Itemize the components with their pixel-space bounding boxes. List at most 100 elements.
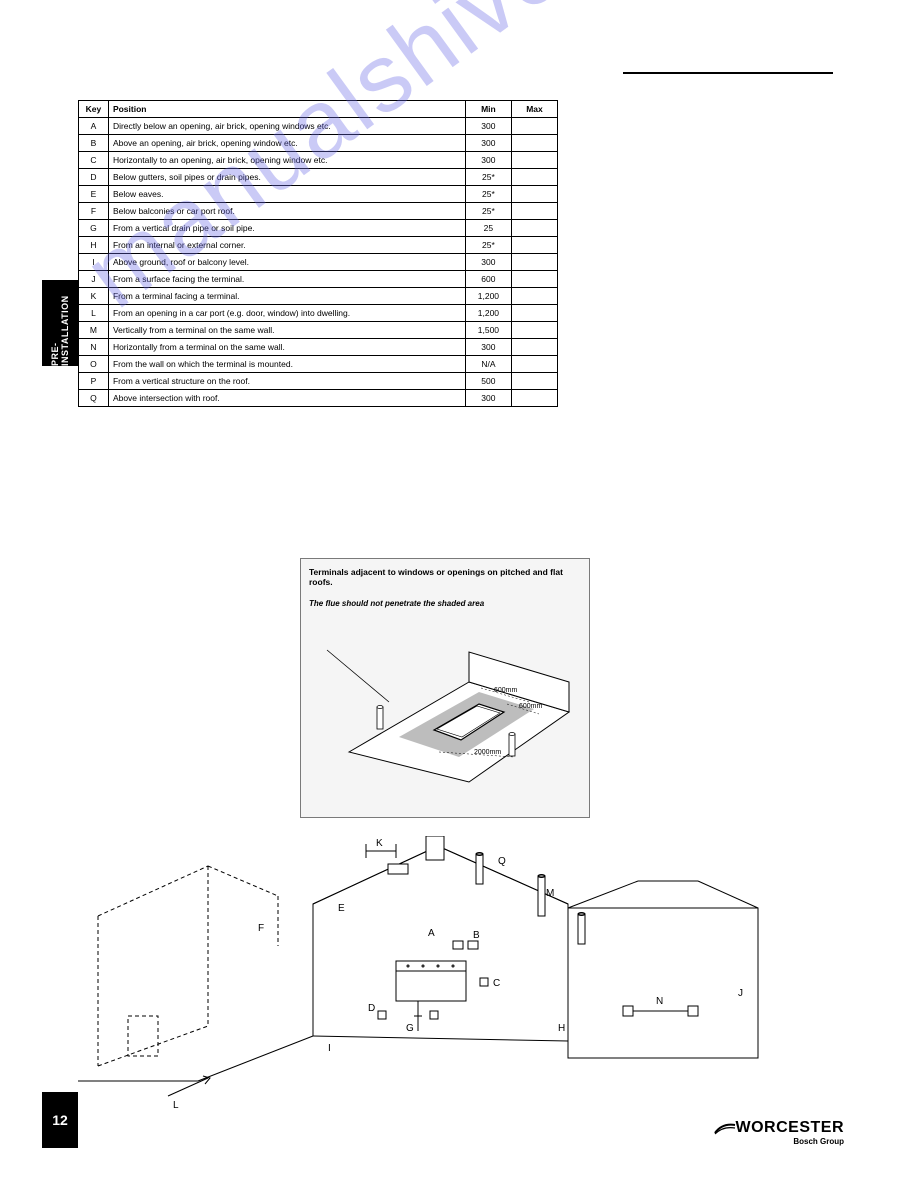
label-I: I xyxy=(328,1043,331,1054)
table-cell: E xyxy=(79,186,109,203)
table-cell: G xyxy=(79,220,109,237)
table-cell: A xyxy=(79,118,109,135)
table-cell: Below balconies or car port roof. xyxy=(108,203,465,220)
label-H: H xyxy=(558,1023,565,1034)
roof-svg: 600mm 600mm 2000mm xyxy=(309,612,581,792)
th-position: Position xyxy=(108,101,465,118)
table-row: HFrom an internal or external corner.25* xyxy=(79,237,558,254)
logo-brand: WORCESTER xyxy=(736,1119,845,1136)
table-cell: 600 xyxy=(465,271,511,288)
table-cell: 25* xyxy=(465,169,511,186)
table-cell: L xyxy=(79,305,109,322)
logo-swoosh-icon xyxy=(714,1121,736,1135)
table-cell: I xyxy=(79,254,109,271)
th-max: Max xyxy=(511,101,557,118)
table-cell: Horizontally to an opening, air brick, o… xyxy=(108,152,465,169)
footer-page-block: 12 xyxy=(42,1092,78,1148)
table-cell: 300 xyxy=(465,339,511,356)
table-cell xyxy=(511,390,557,407)
table-cell xyxy=(511,305,557,322)
table-cell: From an internal or external corner. xyxy=(108,237,465,254)
label-M: M xyxy=(546,888,554,899)
table-cell xyxy=(511,203,557,220)
table-cell: J xyxy=(79,271,109,288)
table-cell: From the wall on which the terminal is m… xyxy=(108,356,465,373)
header-rule xyxy=(623,72,833,74)
table-cell: 300 xyxy=(465,152,511,169)
table-cell: K xyxy=(79,288,109,305)
table-cell: From an opening in a car port (e.g. door… xyxy=(108,305,465,322)
table-cell: D xyxy=(79,169,109,186)
table-cell: 25* xyxy=(465,203,511,220)
label-E: E xyxy=(338,903,345,914)
table-cell xyxy=(511,254,557,271)
table-cell xyxy=(511,322,557,339)
table-cell: 25* xyxy=(465,237,511,254)
sidebar-tab: PRE-INSTALLATION xyxy=(42,280,78,366)
table-cell xyxy=(511,339,557,356)
label-D: D xyxy=(368,1003,375,1014)
table-cell xyxy=(511,288,557,305)
table-row: CHorizontally to an opening, air brick, … xyxy=(79,152,558,169)
label-F: F xyxy=(258,923,264,934)
table-cell: P xyxy=(79,373,109,390)
label-P: P xyxy=(456,836,463,837)
table-cell xyxy=(511,373,557,390)
label-J: J xyxy=(738,988,743,999)
table-row: GFrom a vertical drain pipe or soil pipe… xyxy=(79,220,558,237)
table-row: PFrom a vertical structure on the roof.5… xyxy=(79,373,558,390)
table-row: ADirectly below an opening, air brick, o… xyxy=(79,118,558,135)
table-cell: Horizontally from a terminal on the same… xyxy=(108,339,465,356)
roof-diagram-box: Terminals adjacent to windows or opening… xyxy=(300,558,590,818)
house-svg: K P Q M N A B C D E F G H I J L xyxy=(78,836,818,1116)
logo: WORCESTER Bosch Group xyxy=(714,1119,845,1146)
table-cell: 1,500 xyxy=(465,322,511,339)
table-row: FBelow balconies or car port roof.25* xyxy=(79,203,558,220)
table-row: DBelow gutters, soil pipes or drain pipe… xyxy=(79,169,558,186)
table-cell: 300 xyxy=(465,118,511,135)
table-cell: 300 xyxy=(465,390,511,407)
table-cell: H xyxy=(79,237,109,254)
table-cell: 300 xyxy=(465,135,511,152)
table-row: OFrom the wall on which the terminal is … xyxy=(79,356,558,373)
table-cell: 25* xyxy=(465,186,511,203)
label-C: C xyxy=(493,978,500,989)
footer-page-num: 12 xyxy=(52,1112,68,1128)
clearances-table: Key Position Min Max ADirectly below an … xyxy=(78,100,558,407)
sidebar-label: PRE-INSTALLATION xyxy=(50,280,70,366)
table-cell: 1,200 xyxy=(465,305,511,322)
table-cell xyxy=(511,356,557,373)
logo-sub: Bosch Group xyxy=(714,1137,845,1146)
table-cell: Directly below an opening, air brick, op… xyxy=(108,118,465,135)
table-cell: 300 xyxy=(465,254,511,271)
table-cell: From a surface facing the terminal. xyxy=(108,271,465,288)
th-key: Key xyxy=(79,101,109,118)
dim-bottom: 2000mm xyxy=(474,749,501,756)
table-cell xyxy=(511,169,557,186)
table-cell: Q xyxy=(79,390,109,407)
table-cell: From a vertical structure on the roof. xyxy=(108,373,465,390)
table-cell: Vertically from a terminal on the same w… xyxy=(108,322,465,339)
house-diagram: K P Q M N A B C D E F G H I J L xyxy=(78,836,818,1116)
roof-diagram-note: The flue should not penetrate the shaded… xyxy=(309,599,581,608)
table-cell: M xyxy=(79,322,109,339)
table-row: KFrom a terminal facing a terminal.1,200 xyxy=(79,288,558,305)
label-G: G xyxy=(406,1023,414,1034)
table-cell: From a vertical drain pipe or soil pipe. xyxy=(108,220,465,237)
table-row: MVertically from a terminal on the same … xyxy=(79,322,558,339)
table-cell: B xyxy=(79,135,109,152)
table-cell: F xyxy=(79,203,109,220)
table-row: QAbove intersection with roof.300 xyxy=(79,390,558,407)
table-cell xyxy=(511,220,557,237)
table-cell xyxy=(511,135,557,152)
table-cell: N/A xyxy=(465,356,511,373)
label-B: B xyxy=(473,930,480,941)
table-row: LFrom an opening in a car port (e.g. doo… xyxy=(79,305,558,322)
roof-diagram-title: Terminals adjacent to windows or opening… xyxy=(309,567,581,587)
table-row: EBelow eaves.25* xyxy=(79,186,558,203)
table-row: IAbove ground, roof or balcony level.300 xyxy=(79,254,558,271)
label-Q: Q xyxy=(498,856,506,867)
table-cell: 25 xyxy=(465,220,511,237)
table-cell: N xyxy=(79,339,109,356)
table-cell: Below gutters, soil pipes or drain pipes… xyxy=(108,169,465,186)
